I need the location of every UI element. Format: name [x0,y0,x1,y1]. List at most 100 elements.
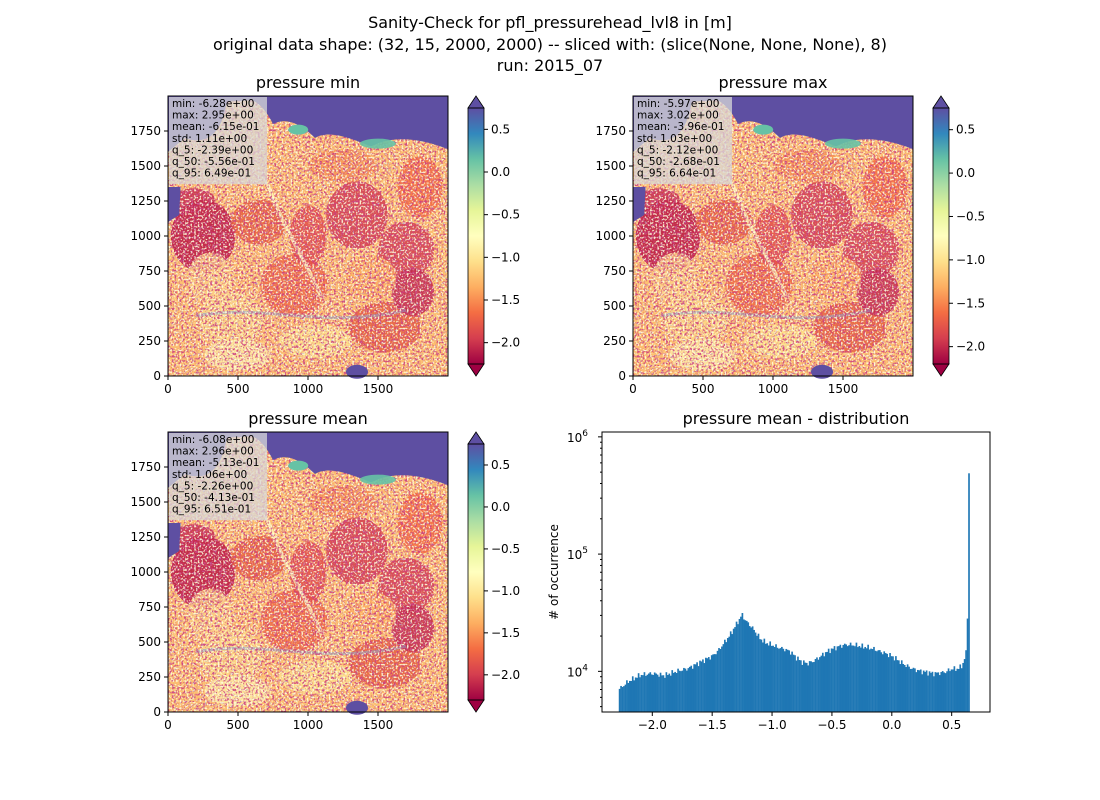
stats-line: q_95: 6.51e-01 [172,504,251,516]
histogram-bar [941,671,944,712]
histogram-bar [917,669,919,712]
histogram-bar [643,672,646,712]
histogram-bar [639,677,641,712]
histogram-bar [699,660,701,712]
histogram-bar [930,672,932,712]
map-sea-west [168,523,181,558]
histogram-bar [849,642,852,712]
histogram-bar [760,639,763,712]
histogram-bar [843,643,846,712]
x-tick-label: −1.0 [757,718,786,732]
histogram-bar [833,646,836,712]
histogram-bar [656,674,659,712]
histogram-bar [687,668,690,712]
histogram-bar [937,672,940,712]
y-tick-label: 500 [138,299,161,313]
histogram-bar [928,671,931,712]
histogram-bar [883,651,886,712]
histogram-bars [618,473,970,712]
histogram-bar [745,620,748,712]
histogram-bar [675,672,678,712]
histogram-bar [862,648,865,712]
histogram-bar [747,622,750,712]
stats-line: q_50: -5.56e-01 [172,156,255,168]
stats-line: max: 3.02e+00 [637,110,719,122]
histogram-bar [795,660,798,712]
histogram-bar [817,659,820,712]
histogram-bar [944,673,947,712]
histogram-bar [931,671,934,712]
histogram-bar [798,660,801,712]
x-tick-label: 1500 [363,382,394,396]
histogram-bar [868,649,871,712]
histogram-bar [640,674,643,712]
colorbar [468,108,484,364]
histogram-bar [854,646,856,712]
y-tick-label: 105 [567,546,588,562]
histogram-bar [791,651,793,712]
map-sea [168,96,448,152]
histogram-bar [648,673,650,712]
colorbar-tick-label: −2.0 [491,668,520,682]
histogram-bar [726,638,729,712]
histogram-bar [627,682,630,712]
histogram-bar [763,638,766,712]
histogram-bar [892,656,894,712]
histogram-bar [952,669,954,712]
histogram-bar [677,668,679,712]
histogram-bar [724,639,726,712]
histogram-bar [819,657,821,712]
histogram-bar [759,639,761,712]
histogram-bar [906,664,909,712]
histogram-bar [870,648,872,712]
colorbar-tick-label: −1.5 [491,293,520,307]
x-tick-label: 0 [629,382,637,396]
histogram-bar [846,646,849,712]
colorbar-extend-min [467,363,485,377]
histogram-bar [946,671,948,712]
y-tick-label: 0 [618,369,626,383]
stats-line: min: -6.08e+00 [172,434,254,446]
histogram-bar [864,646,867,712]
stats-line: max: 2.95e+00 [172,110,254,122]
colorbar-tick-label: −2.0 [491,336,520,350]
histogram-bar [962,662,964,712]
x-tick-label: 1000 [293,718,324,732]
x-tick-label: 0.0 [882,718,901,732]
colorbar-frame [467,107,485,365]
histogram-bar [750,627,753,712]
histogram-bar [649,672,652,712]
histogram-bar [805,662,808,712]
map-coast-shallow [825,138,861,149]
histogram-bar [783,651,786,712]
histogram-bar [661,675,663,712]
histogram-bar [896,660,899,712]
x-tick-label: 0 [164,718,172,732]
map-coast-shallow [753,124,774,135]
pressure-mean-distribution-panel: pressure mean - distribution −2.0 −1.5 −1.0… [547,409,991,732]
colorbar-tick-label: −1.0 [491,584,520,598]
histogram-bar [947,668,950,712]
y-tick-label: 750 [138,264,161,278]
histogram-bar [740,616,742,712]
histogram-bar [779,648,782,712]
histogram-bar [921,674,924,712]
histogram-bar [637,673,640,712]
stats-box [634,97,732,185]
histogram-bar [820,655,823,712]
histogram-bar [922,670,925,712]
histogram-bar [852,645,855,712]
histogram-bar [706,658,709,712]
map-image [168,96,448,379]
stats-line: mean: -6.15e-01 [172,121,259,133]
histogram-bar [753,629,755,712]
map-coast-shallow [360,474,396,485]
histogram-bar [861,643,864,712]
histogram-bar [794,655,796,712]
histogram-bar [623,686,625,712]
histogram-bar [769,641,772,712]
stats-line: min: -6.28e+00 [172,98,254,110]
histogram-bar [949,671,951,712]
colorbar-frame [932,107,950,365]
stats-line: q_95: 6.64e-01 [637,168,716,180]
